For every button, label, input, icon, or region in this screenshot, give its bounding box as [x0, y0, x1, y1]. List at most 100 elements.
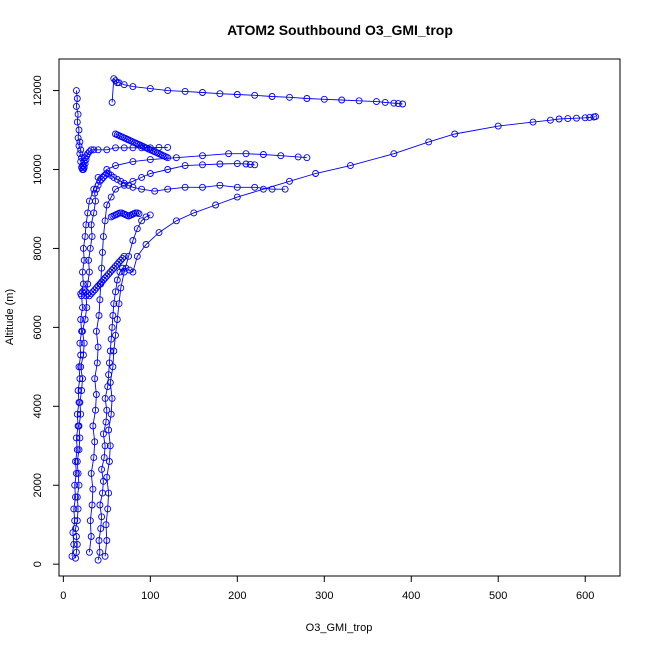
- x-axis-label: O3_GMI_trop: [306, 622, 373, 634]
- y-tick-label: 0: [32, 561, 44, 567]
- data-point: [85, 548, 93, 556]
- series-4: [108, 75, 407, 108]
- data-point: [120, 179, 128, 187]
- series-line: [71, 153, 307, 557]
- data-point: [98, 175, 106, 183]
- data-point: [85, 148, 93, 156]
- data-point: [312, 170, 320, 177]
- data-point: [102, 521, 110, 529]
- x-tick-label: 200: [228, 590, 246, 602]
- data-point: [104, 505, 112, 513]
- data-point: [75, 398, 83, 406]
- y-axis: 0 2000 4000 6000 8000 10000 12000: [32, 75, 59, 567]
- data-point: [79, 268, 86, 276]
- data-point: [77, 146, 85, 154]
- data-point: [86, 244, 94, 252]
- data-point: [338, 96, 346, 104]
- data-point: [146, 156, 154, 164]
- data-point: [110, 264, 118, 272]
- data-point: [74, 422, 82, 430]
- data-point: [138, 173, 146, 181]
- data-point: [113, 276, 121, 284]
- data-point: [77, 316, 85, 323]
- data-point: [103, 166, 111, 173]
- data-point: [101, 394, 109, 402]
- data-point: [103, 170, 111, 177]
- data-point: [112, 262, 119, 270]
- data-point: [120, 81, 128, 89]
- series-3: [101, 211, 154, 560]
- x-tick-label: 500: [489, 590, 507, 602]
- data-point: [89, 422, 97, 430]
- data-point: [105, 359, 113, 367]
- series-layer: [68, 75, 600, 564]
- data-point: [125, 181, 133, 189]
- data-point: [242, 160, 250, 168]
- data-point: [216, 181, 224, 189]
- data-point: [87, 221, 95, 229]
- series-line: [104, 214, 151, 557]
- data-point: [251, 183, 259, 191]
- data-point: [110, 75, 118, 83]
- data-point: [277, 152, 285, 160]
- data-point: [394, 100, 402, 108]
- data-point: [100, 454, 108, 462]
- data-point: [233, 160, 241, 168]
- data-point: [117, 177, 125, 185]
- series-10: [112, 130, 172, 162]
- data-point: [79, 166, 86, 173]
- data-point: [79, 244, 87, 252]
- data-point: [74, 134, 82, 142]
- data-point: [132, 209, 139, 217]
- data-point: [112, 162, 119, 170]
- data-point: [113, 260, 121, 268]
- x-tick-label: 100: [141, 590, 159, 602]
- data-point: [592, 113, 600, 121]
- data-point: [76, 375, 84, 383]
- data-point: [233, 183, 241, 191]
- series-2: [94, 113, 600, 564]
- data-point: [199, 161, 206, 169]
- data-point: [72, 548, 80, 556]
- series-6: [68, 150, 311, 560]
- data-point: [101, 442, 109, 450]
- data-point: [88, 501, 96, 509]
- data-point: [94, 146, 102, 154]
- data-point: [225, 150, 233, 158]
- data-point: [76, 150, 84, 158]
- x-tick-label: 0: [60, 590, 66, 602]
- data-point: [92, 391, 100, 398]
- data-point: [135, 210, 143, 218]
- data-point: [105, 426, 113, 434]
- data-point: [107, 410, 115, 418]
- data-point: [103, 406, 111, 414]
- data-point: [294, 153, 302, 161]
- series-1: [72, 170, 289, 562]
- data-point: [96, 548, 104, 556]
- data-point: [99, 173, 107, 181]
- data-point: [75, 363, 83, 371]
- data-point: [125, 252, 133, 260]
- data-point: [573, 114, 580, 122]
- data-point: [106, 379, 114, 387]
- data-point: [92, 284, 100, 292]
- data-point: [74, 110, 82, 118]
- data-point: [425, 138, 433, 146]
- data-point: [82, 221, 90, 229]
- data-point: [303, 154, 311, 162]
- data-point: [94, 556, 102, 564]
- data-point: [112, 144, 119, 152]
- data-point: [115, 258, 123, 266]
- data-point: [70, 540, 78, 548]
- data-point: [129, 268, 137, 276]
- data-point: [216, 160, 224, 168]
- y-tick-label: 12000: [32, 75, 44, 106]
- data-point: [85, 292, 93, 300]
- data-point: [164, 143, 172, 151]
- data-point: [76, 138, 84, 146]
- data-point: [84, 150, 92, 158]
- series-line: [115, 133, 168, 159]
- series-line: [88, 163, 255, 553]
- data-point: [71, 517, 79, 525]
- data-point: [74, 505, 82, 513]
